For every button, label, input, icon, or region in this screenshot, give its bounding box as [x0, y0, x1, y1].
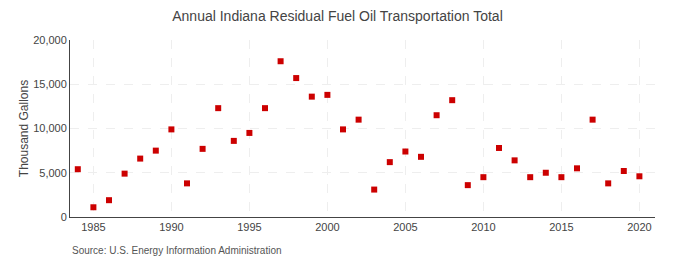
svg-text:20,000: 20,000 — [33, 34, 67, 46]
svg-text:10,000: 10,000 — [33, 122, 67, 134]
svg-text:Source: U.S. Energy Informatio: Source: U.S. Energy Information Administ… — [72, 245, 282, 256]
svg-text:5,000: 5,000 — [39, 167, 67, 179]
svg-text:Annual Indiana Residual Fuel O: Annual Indiana Residual Fuel Oil Transpo… — [172, 8, 503, 24]
svg-text:2005: 2005 — [393, 221, 417, 233]
svg-text:Thousand Gallons: Thousand Gallons — [17, 80, 31, 177]
svg-text:2010: 2010 — [471, 221, 495, 233]
svg-text:0: 0 — [61, 211, 67, 223]
svg-text:1990: 1990 — [159, 221, 183, 233]
svg-text:15,000: 15,000 — [33, 78, 67, 90]
svg-text:2000: 2000 — [315, 221, 339, 233]
svg-text:2020: 2020 — [627, 221, 651, 233]
svg-text:1985: 1985 — [81, 221, 105, 233]
svg-text:1995: 1995 — [237, 221, 261, 233]
svg-text:2015: 2015 — [549, 221, 573, 233]
